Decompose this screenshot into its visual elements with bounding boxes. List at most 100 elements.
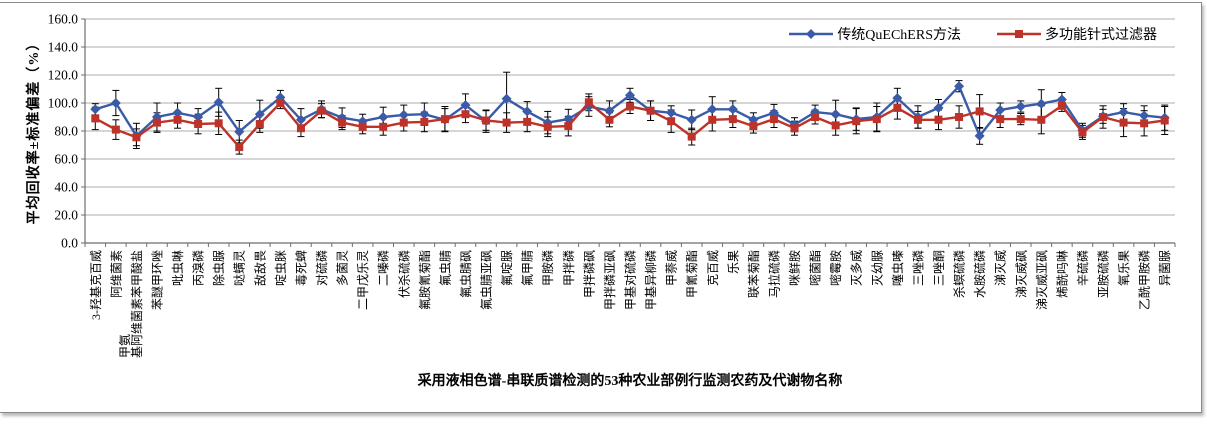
data-point-marker [193,112,204,122]
x-tick-label: 基阿维菌素苯甲酸盐 [129,250,144,358]
data-point-marker [461,110,470,119]
x-tick-label: 吡虫啉 [171,250,185,286]
x-tick-label: 异菌脲 [1158,250,1172,286]
data-point-marker [111,125,120,134]
data-point-marker [255,120,264,128]
x-tick-label: 嘧菌酯 [809,250,823,286]
x-tick-label: 哒螨灵 [233,250,247,286]
data-point-marker [604,105,615,116]
y-tick-label: 160.0 [48,12,79,27]
x-tick-label: 乐果 [726,250,740,274]
x-tick-label: 氟虫腈亚砜 [480,250,494,310]
data-point-marker [1078,128,1087,137]
data-point-marker [194,120,203,128]
x-tick-label: 氧乐果 [1117,250,1131,286]
data-point-marker [522,106,533,117]
data-point-marker [831,121,840,130]
data-point-marker [91,114,100,123]
data-point-marker [995,105,1006,115]
data-point-marker [954,81,965,92]
data-point-marker [625,90,635,101]
y-tick-label: 60.0 [54,152,78,167]
data-point-marker [749,122,758,131]
data-point-marker [727,104,738,115]
legend-label-quechers: 传统QuEChERS方法 [837,28,961,43]
x-tick-label: 烯酰吗啉 [1055,250,1069,298]
x-tick-label: 三唑磷 [910,250,925,286]
x-tick-label: 氟啶脲 [500,250,514,286]
data-point-marker [398,109,409,120]
x-tick-label: 二甲戊乐灵 [356,250,370,310]
data-point-marker [975,107,984,116]
x-tick-label: 亚胺硫磷 [1096,250,1111,298]
data-point-marker [338,118,347,127]
x-tick-label: 3-羟基克百威 [88,250,103,320]
data-point-marker [790,124,799,133]
legend: 传统QuEChERS方法 多功能针式过滤器 [789,24,1157,44]
legend-marker-square-icon [997,30,1041,38]
x-tick-label: 对硫磷 [314,250,329,286]
x-tick-label: 甲拌磷亚砜 [602,250,617,310]
data-point-marker [358,122,367,131]
data-point-marker [378,112,389,122]
data-point-marker [420,117,429,126]
legend-item-quechers: 传统QuEChERS方法 [789,24,961,44]
data-point-marker [1118,107,1129,118]
x-tick-label: 甲拌磷 [561,250,576,286]
x-tick-label: 氟虫腈 [438,250,452,286]
data-point-marker [646,106,655,115]
x-tick-label: 马拉硫磷 [766,250,781,298]
legend-marker-diamond-icon [789,29,834,39]
x-tick-label: 三唑酮 [932,250,946,286]
y-tick-label: 100.0 [48,96,79,111]
data-point-marker [419,109,430,120]
data-point-marker [974,130,985,141]
y-tick-label: 140.0 [48,40,79,55]
data-point-marker [1160,116,1169,125]
x-tick-label: 辛硫磷 [1075,250,1090,286]
x-tick-label: 灭幼脲 [870,250,884,286]
data-point-marker [543,122,552,131]
data-point-marker [769,115,778,124]
data-point-marker [605,115,614,124]
data-point-marker [667,117,676,126]
x-tick-label: 氟虫腈砜 [459,250,473,298]
x-tick-label: 杀螟硫磷 [952,250,967,298]
data-point-marker [934,115,943,124]
x-tick-label: 甲氰菊酯 [684,250,699,298]
data-point-marker [564,122,573,131]
data-point-marker [235,143,244,152]
data-point-marker [214,119,223,128]
data-point-marker [708,115,717,124]
data-point-marker [295,114,306,125]
data-point-marker [728,115,737,124]
y-tick-label: 80.0 [54,124,78,139]
y-tick-label: 40.0 [54,180,78,195]
data-point-marker [830,109,841,120]
data-point-marker [1015,101,1026,112]
x-tick-label: 涕灭威砜 [1014,250,1028,298]
data-point-marker [707,104,718,115]
y-axis-title: 平均回收率±标准偏差（%） [27,35,42,225]
data-point-marker [234,126,245,137]
x-tick-label: 噻虫嗪 [890,250,905,286]
data-point-marker [933,102,944,113]
data-point-marker [482,116,491,125]
x-tick-label: 多菌灵 [336,250,350,286]
x-tick-label: 甲拌磷砜 [581,250,596,298]
data-point-marker [1140,119,1149,128]
x-tick-label: 伏杀硫磷 [396,250,411,298]
data-point-marker [523,117,532,126]
legend-label-filter: 多功能针式过滤器 [1045,28,1157,43]
data-point-marker [502,118,511,127]
data-point-marker [296,124,305,133]
data-point-marker [1036,98,1047,109]
data-point-marker [872,115,881,124]
data-point-marker [379,122,388,131]
data-point-marker [213,97,224,108]
x-tick-label: 甲氨 [118,334,132,358]
data-point-marker [110,98,121,108]
x-tick-label: 嘧霉胺 [829,250,843,286]
x-tick-label: 涕灭威亚砜 [1035,250,1049,310]
